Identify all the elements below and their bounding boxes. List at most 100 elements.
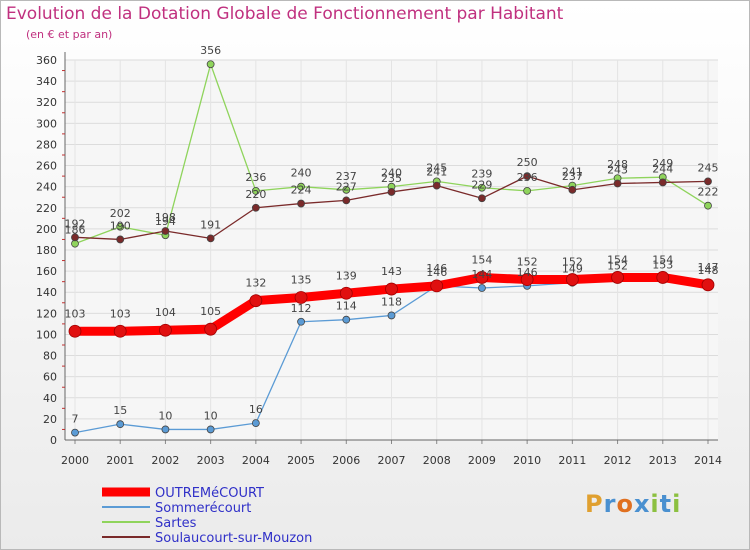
data-point bbox=[613, 179, 622, 188]
y-tick-label: 180 bbox=[36, 244, 57, 257]
data-point bbox=[701, 278, 715, 292]
data-label: 250 bbox=[517, 156, 538, 169]
logo-letter: P bbox=[585, 490, 604, 518]
data-label: 202 bbox=[110, 207, 131, 220]
data-point bbox=[523, 172, 532, 181]
y-tick-label: 100 bbox=[36, 328, 57, 341]
logo-letter: x bbox=[633, 490, 651, 518]
x-tick-label: 2006 bbox=[332, 454, 360, 467]
legend-label: Sommerécourt bbox=[155, 501, 251, 516]
legend-label: Sartes bbox=[155, 516, 197, 531]
data-point bbox=[565, 273, 579, 286]
y-tick-label: 300 bbox=[36, 117, 57, 130]
data-label: 249 bbox=[652, 157, 673, 170]
data-point bbox=[478, 183, 486, 192]
data-point bbox=[656, 271, 670, 284]
data-point bbox=[113, 324, 127, 338]
legend-label: Soulaucourt-sur-Mouzon bbox=[155, 531, 312, 546]
data-label: 104 bbox=[155, 306, 176, 319]
data-point bbox=[339, 286, 353, 300]
data-label: 154 bbox=[471, 253, 492, 266]
data-label: 241 bbox=[426, 166, 447, 179]
x-tick-label: 2008 bbox=[423, 454, 451, 467]
x-tick-label: 2010 bbox=[513, 454, 541, 467]
data-label: 240 bbox=[291, 167, 312, 180]
data-label: 112 bbox=[291, 302, 312, 315]
data-point bbox=[342, 196, 351, 205]
data-point bbox=[297, 182, 305, 191]
data-label: 154 bbox=[607, 253, 628, 266]
y-tick-label: 120 bbox=[36, 307, 57, 320]
legend: OUTREMéCOURTSommerécourtSartesSoulaucour… bbox=[102, 486, 312, 546]
data-label: 222 bbox=[698, 186, 719, 199]
data-label: 153 bbox=[652, 259, 673, 272]
chart-subtitle: (en € et par an) bbox=[26, 28, 113, 41]
data-point bbox=[478, 284, 486, 292]
data-point bbox=[385, 282, 398, 296]
data-label: 248 bbox=[607, 158, 628, 171]
axes: 0 20 40 60 80 100 120 140 160 180 200 220 240 260 280 3… bbox=[36, 52, 722, 467]
y-tick-label: 200 bbox=[36, 223, 57, 236]
data-point bbox=[251, 186, 260, 195]
x-tick-label: 2002 bbox=[151, 454, 179, 467]
data-label: 198 bbox=[155, 211, 176, 224]
data-label: 240 bbox=[381, 167, 402, 180]
y-tick-label: 20 bbox=[43, 413, 57, 426]
data-label: 236 bbox=[245, 171, 266, 184]
x-tick-label: 2011 bbox=[558, 454, 586, 467]
y-tick-label: 160 bbox=[36, 265, 57, 278]
data-point bbox=[297, 199, 305, 208]
data-label: 239 bbox=[471, 168, 492, 181]
data-point bbox=[116, 420, 125, 429]
data-label: 135 bbox=[291, 274, 312, 287]
x-tick-label: 2012 bbox=[604, 454, 632, 467]
data-point bbox=[251, 419, 260, 428]
x-tick-label: 2013 bbox=[649, 454, 677, 467]
data-point bbox=[249, 294, 263, 308]
grid bbox=[65, 59, 718, 441]
data-point bbox=[430, 279, 444, 293]
data-label: 10 bbox=[204, 409, 218, 422]
proxiti-logo: Proxiti bbox=[585, 490, 681, 518]
data-point bbox=[611, 271, 624, 284]
data-point bbox=[116, 222, 125, 231]
data-point bbox=[71, 428, 79, 437]
series-lines bbox=[68, 60, 715, 437]
y-tick-label: 260 bbox=[36, 160, 57, 173]
data-label: 132 bbox=[245, 277, 266, 290]
data-point bbox=[161, 227, 170, 235]
data-point bbox=[704, 201, 712, 210]
y-tick-label: 140 bbox=[36, 286, 57, 299]
chart-title: Evolution de la Dotation Globale de Fonc… bbox=[6, 4, 564, 24]
y-tick-label: 60 bbox=[43, 371, 57, 384]
y-tick-label: 220 bbox=[36, 202, 57, 215]
data-label: 15 bbox=[113, 404, 127, 417]
y-tick-label: 320 bbox=[36, 96, 57, 109]
x-tick-label: 2009 bbox=[468, 454, 496, 467]
data-label: 241 bbox=[562, 166, 583, 179]
data-label: 236 bbox=[517, 171, 538, 184]
y-tick-label: 340 bbox=[36, 75, 57, 88]
data-label: 229 bbox=[471, 178, 492, 191]
y-tick-label: 240 bbox=[36, 181, 57, 194]
x-tick-label: 2005 bbox=[287, 454, 315, 467]
data-point bbox=[704, 177, 712, 186]
data-label: 237 bbox=[562, 170, 583, 183]
logo-letter: o bbox=[616, 490, 634, 518]
data-label: 146 bbox=[517, 266, 538, 279]
y-tick-label: 40 bbox=[43, 392, 57, 405]
logo-letter: t bbox=[659, 490, 673, 518]
x-tick-label: 2004 bbox=[242, 454, 270, 467]
data-label: 103 bbox=[65, 307, 86, 320]
data-label: 139 bbox=[336, 269, 357, 282]
data-point bbox=[161, 425, 170, 434]
data-point bbox=[251, 203, 260, 212]
data-label: 192 bbox=[65, 217, 86, 230]
data-point bbox=[204, 322, 218, 336]
data-point bbox=[475, 271, 489, 284]
x-tick-label: 2000 bbox=[61, 454, 89, 467]
y-tick-label: 360 bbox=[36, 54, 57, 67]
data-label: 10 bbox=[158, 409, 172, 422]
